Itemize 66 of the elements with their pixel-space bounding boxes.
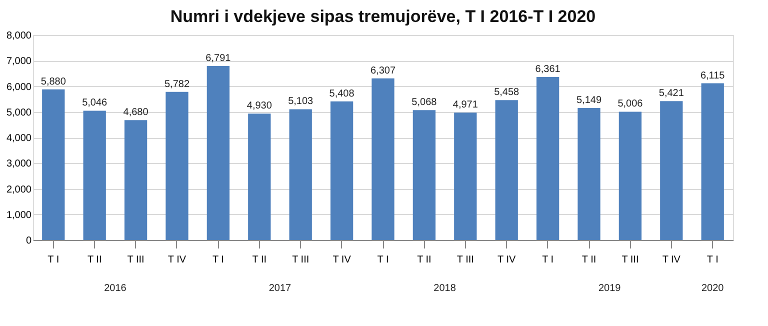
bar	[618, 112, 642, 240]
text: 2019	[598, 283, 622, 294]
text: 2018	[434, 283, 456, 294]
x-tick-label: T IV	[168, 254, 186, 266]
bar	[660, 101, 683, 240]
x-tick-label: T IV	[332, 254, 352, 266]
x-tick-label: T III	[127, 254, 144, 266]
x-tick-label: T II	[252, 254, 267, 266]
y-tick-label: 5,000	[6, 107, 32, 118]
data-label: 4,930	[246, 100, 272, 112]
data-label: 5,006	[618, 98, 644, 110]
bar	[124, 120, 148, 240]
data-label: 5,149	[576, 95, 602, 106]
bar	[536, 77, 560, 240]
x-tick-label: T II	[582, 254, 596, 266]
x-tick-label: T I	[706, 254, 718, 266]
data-label: 6,361	[535, 64, 561, 75]
y-tick-label: 6,000	[6, 82, 32, 93]
y-tick-label: 1,000	[6, 210, 32, 221]
x-tick-label: T I	[48, 254, 60, 266]
bar	[248, 114, 271, 240]
data-label: 6,791	[206, 52, 232, 64]
x-tick-label: T III	[622, 254, 639, 266]
y-tick-label: 8,000	[6, 30, 32, 42]
data-label: 5,458	[494, 87, 520, 98]
bar	[42, 89, 65, 240]
data-label: 6,115	[700, 70, 726, 82]
x-tick-label: T I	[377, 254, 389, 266]
bar	[83, 110, 106, 240]
data-label: 5,068	[412, 97, 438, 108]
bar	[578, 108, 600, 240]
x-tick-label: T I	[212, 254, 224, 266]
x-tick-label: T I	[542, 254, 554, 266]
bar	[330, 101, 354, 240]
y-tick-label: 2,000	[6, 184, 32, 196]
text: 2017	[268, 283, 292, 294]
bar	[289, 109, 312, 240]
text: 2020	[701, 283, 724, 294]
x-tick-label: T IV	[662, 254, 681, 266]
x-tick-label: T II	[87, 254, 102, 266]
y-tick-label: 3,000	[6, 158, 32, 170]
data-label: 5,046	[82, 98, 108, 109]
bar	[166, 92, 188, 240]
y-tick-label: 4,000	[6, 133, 32, 144]
x-tick-label: T II	[417, 254, 432, 266]
text: 2016	[104, 283, 127, 294]
bar	[372, 78, 394, 240]
x-tick-label: T III	[456, 254, 474, 266]
x-tick-label: T III	[292, 254, 310, 266]
bar	[454, 112, 477, 240]
data-label: 5,880	[40, 76, 66, 88]
bar	[495, 100, 518, 240]
data-label: 4,680	[123, 107, 149, 118]
data-label: 5,782	[164, 78, 190, 90]
y-tick-label: 0	[26, 236, 32, 246]
chart-title: Numri i vdekjeve sipas tremujorëve, T I 2016-T I 2020	[170, 7, 596, 26]
data-label: 5,408	[329, 88, 355, 100]
data-label: 5,103	[288, 96, 314, 108]
data-label: 5,421	[658, 88, 684, 100]
y-tick-label: 7,000	[6, 56, 32, 68]
bar	[412, 110, 436, 240]
x-tick-label: T IV	[498, 254, 516, 266]
bar	[206, 66, 230, 240]
data-label: 6,307	[370, 65, 396, 76]
bar	[701, 83, 724, 240]
data-label: 4,971	[452, 100, 478, 111]
